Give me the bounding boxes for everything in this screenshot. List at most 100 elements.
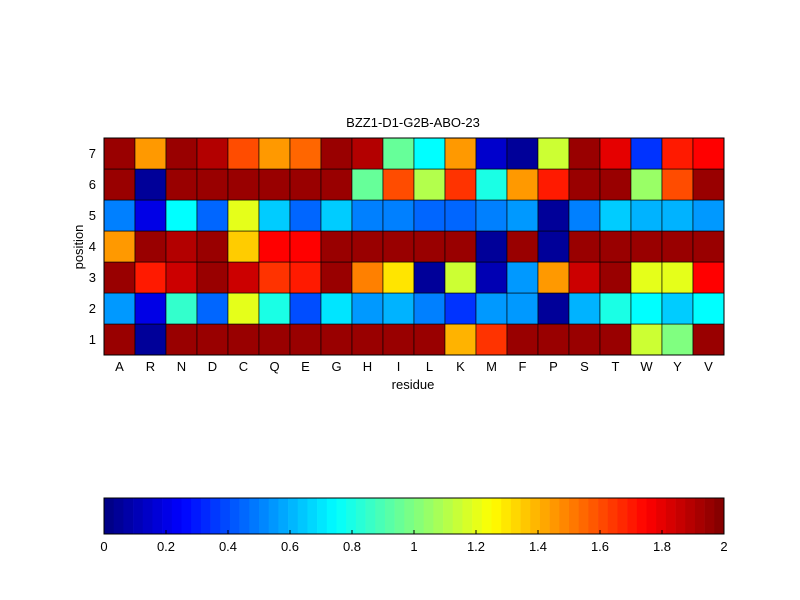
heatmap-cell <box>568 230 601 263</box>
heatmap-cell <box>258 261 291 294</box>
colorbar-band <box>443 498 454 534</box>
colorbar-band <box>162 498 173 534</box>
colorbar-band <box>549 498 560 534</box>
heatmap-cell <box>320 168 353 201</box>
heatmap-cell <box>475 323 508 356</box>
colorbar-band <box>133 498 144 534</box>
colorbar-band <box>249 498 260 534</box>
heatmap-cell <box>196 199 229 232</box>
x-tick-label: A <box>115 359 124 374</box>
heatmap-cell <box>103 292 136 325</box>
x-tick-label: N <box>177 359 186 374</box>
heatmap-cell <box>506 323 539 356</box>
colorbar-tick-label: 0 <box>100 539 107 554</box>
x-axis-label: residue <box>392 377 435 392</box>
heatmap-cell <box>599 261 632 294</box>
heatmap-cell <box>289 199 322 232</box>
heatmap-cell <box>227 261 260 294</box>
colorbar-band <box>607 498 618 534</box>
heatmap-cell <box>103 137 136 170</box>
heatmap-cell <box>692 261 725 294</box>
y-tick-label: 5 <box>89 208 96 223</box>
colorbar-band <box>588 498 599 534</box>
heatmap-cell <box>444 292 477 325</box>
heatmap-cell <box>692 292 725 325</box>
colorbar-band <box>404 498 415 534</box>
heatmap-cell <box>630 292 663 325</box>
colorbar-band <box>317 498 328 534</box>
heatmap-cell <box>134 168 167 201</box>
colorbar-band <box>336 498 347 534</box>
colorbar-band <box>123 498 134 534</box>
heatmap-cell <box>258 199 291 232</box>
heatmap-cell <box>568 137 601 170</box>
colorbar-band <box>152 498 163 534</box>
heatmap-cell <box>382 199 415 232</box>
colorbar-tick-label: 1.2 <box>467 539 485 554</box>
heatmap-cell <box>630 230 663 263</box>
colorbar-band <box>510 498 521 534</box>
heatmap-cell <box>196 230 229 263</box>
colorbar-band <box>142 498 153 534</box>
heatmap-cell <box>227 137 260 170</box>
heatmap-cell <box>227 292 260 325</box>
colorbar-band <box>259 498 269 534</box>
heatmap-cell <box>537 261 570 294</box>
x-tick-label: Q <box>269 359 279 374</box>
colorbar-band <box>365 498 376 534</box>
heatmap-cell <box>537 230 570 263</box>
heatmap-cell <box>692 323 725 356</box>
x-tick-label: F <box>519 359 527 374</box>
heatmap-cell <box>196 292 229 325</box>
heatmap-cell <box>351 168 384 201</box>
heatmap-cell <box>506 261 539 294</box>
heatmap-cell <box>258 168 291 201</box>
colorbar-band <box>181 498 192 534</box>
heatmap-cell <box>165 137 198 170</box>
colorbar-tick-label: 1.8 <box>653 539 671 554</box>
colorbar-band <box>530 498 541 534</box>
heatmap-cell <box>506 199 539 232</box>
heatmap-cell <box>630 261 663 294</box>
colorbar-band <box>462 498 473 534</box>
heatmap-cell <box>165 323 198 356</box>
colorbar-band <box>675 498 686 534</box>
heatmap-cell <box>103 199 136 232</box>
heatmap-cell <box>351 323 384 356</box>
heatmap-cell <box>165 230 198 263</box>
colorbar-band <box>704 498 715 534</box>
heatmap-cell <box>351 137 384 170</box>
heatmap-cell <box>165 292 198 325</box>
heatmap-cell <box>568 261 601 294</box>
heatmap-cell <box>320 230 353 263</box>
heatmap-cell <box>103 261 136 294</box>
y-tick-label: 7 <box>89 146 96 161</box>
colorbar-tick-label: 0.8 <box>343 539 361 554</box>
heatmap-cell <box>661 261 694 294</box>
colorbar-band <box>229 498 240 534</box>
heatmap-cell <box>413 168 446 201</box>
heatmap-cell <box>506 292 539 325</box>
heatmap-cell <box>506 137 539 170</box>
x-tick-label: S <box>580 359 589 374</box>
heatmap-cell <box>289 292 322 325</box>
heatmap-cell <box>444 230 477 263</box>
colorbar-band <box>210 498 221 534</box>
colorbar-band <box>452 498 463 534</box>
colorbar-band <box>307 498 318 534</box>
colorbar-band <box>113 498 124 534</box>
colorbar-band <box>694 498 705 534</box>
colorbar-band <box>656 498 667 534</box>
colorbar-band <box>220 498 231 534</box>
heatmap-cell <box>444 199 477 232</box>
x-tick-label: W <box>640 359 653 374</box>
y-tick-label: 6 <box>89 177 96 192</box>
y-tick-label: 2 <box>89 301 96 316</box>
heatmap-cell <box>537 199 570 232</box>
heatmap-cell <box>320 323 353 356</box>
heatmap-cell <box>134 323 167 356</box>
heatmap-cell <box>661 199 694 232</box>
heatmap-cell <box>134 230 167 263</box>
y-tick-label: 4 <box>89 239 96 254</box>
heatmap-cell <box>134 261 167 294</box>
